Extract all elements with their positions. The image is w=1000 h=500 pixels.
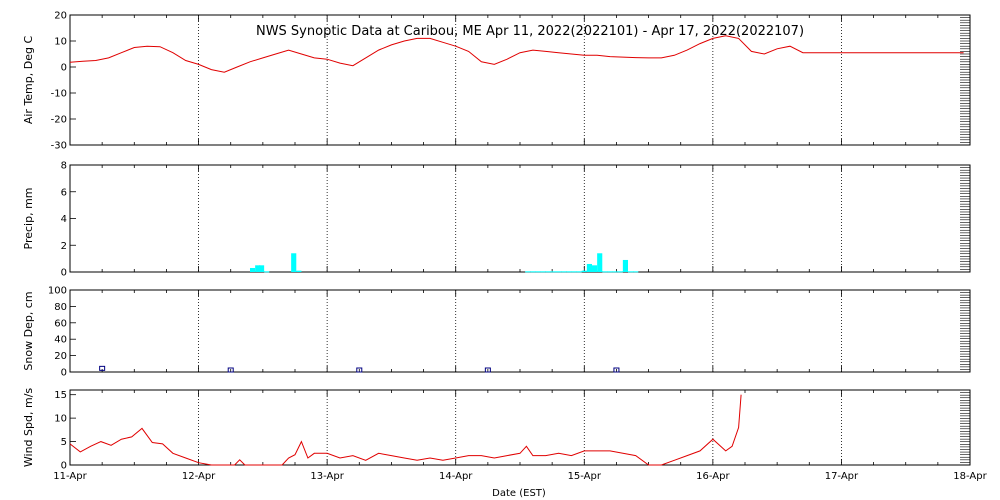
y-tick-label: 4 <box>61 214 67 225</box>
precip-bar <box>576 271 582 273</box>
x-tick-label: 14-Apr <box>439 471 473 482</box>
precip-bar <box>586 263 592 272</box>
y-tick-label: 0 <box>61 268 67 279</box>
y-tick-label: 10 <box>54 37 67 48</box>
panel-snow-depth <box>69 289 971 373</box>
precip-bar <box>561 271 567 273</box>
snow-depth-marker <box>99 365 106 371</box>
precip-bar <box>628 271 634 273</box>
precip-bar <box>556 271 562 273</box>
y-tick-label: -20 <box>51 115 67 126</box>
y-tick-label: -10 <box>51 89 67 100</box>
precip-bar <box>264 271 270 273</box>
y-tick-label: 100 <box>48 286 67 297</box>
snow-depth-marker <box>356 367 363 373</box>
x-tick-label: 18-Apr <box>953 471 987 482</box>
x-tick-label: 16-Apr <box>696 471 730 482</box>
series-line-wind-speed <box>69 394 742 466</box>
panel-precip <box>69 164 971 273</box>
precip-bar <box>607 271 613 273</box>
precip-bar <box>291 253 297 272</box>
snow-depth-marker <box>227 367 234 373</box>
x-tick-label: 11-Apr <box>53 471 87 482</box>
precip-bar <box>617 271 623 273</box>
precip-bar <box>602 271 608 273</box>
x-tick-label: 17-Apr <box>825 471 859 482</box>
y-tick-label: 15 <box>54 390 67 401</box>
x-tick-label: 15-Apr <box>568 471 602 482</box>
y-tick-label: -30 <box>51 141 67 152</box>
y-tick-label: 80 <box>54 302 67 313</box>
y-tick-label: 5 <box>61 437 67 448</box>
precip-bar <box>581 270 587 272</box>
y-axis-label-air-temp: Air Temp, Deg C <box>22 36 35 125</box>
y-tick-label: 40 <box>54 335 67 346</box>
precip-bar <box>571 271 577 273</box>
precip-bar <box>530 271 536 273</box>
panel-wind-speed <box>69 389 971 466</box>
y-tick-label: 0 <box>61 461 67 472</box>
precip-bar <box>592 265 598 272</box>
series-line-air-temp <box>69 35 964 73</box>
precip-bar <box>597 253 603 272</box>
x-tick-label: 12-Apr <box>182 471 216 482</box>
precip-bar <box>255 265 261 272</box>
panel-air-temp <box>69 14 971 146</box>
x-axis-label: Date (EST) <box>492 488 546 499</box>
y-tick-label: 10 <box>54 414 67 425</box>
precip-bar <box>250 267 256 272</box>
x-tick-label: 13-Apr <box>310 471 344 482</box>
y-tick-label: 20 <box>54 351 67 362</box>
precip-bar <box>550 271 556 273</box>
panel-frame <box>69 289 971 373</box>
precip-bar <box>622 259 628 272</box>
y-axis-label-snow-depth: Snow Dep, cm <box>22 291 35 370</box>
y-tick-label: 0 <box>61 368 67 379</box>
y-tick-label: 6 <box>61 187 67 198</box>
y-tick-label: 8 <box>61 161 67 172</box>
y-tick-label: 60 <box>54 318 67 329</box>
snow-depth-marker <box>613 367 620 373</box>
y-tick-label: 2 <box>61 241 67 252</box>
y-axis-label-wind-speed: Wind Spd, m/s <box>22 388 35 468</box>
precip-bar <box>633 271 639 273</box>
y-axis-label-precip: Precip, mm <box>22 188 35 250</box>
precip-bar <box>525 271 531 273</box>
precip-bar <box>540 271 546 273</box>
precip-bar <box>296 270 302 272</box>
y-tick-label: 20 <box>54 11 67 22</box>
precip-bar <box>535 271 541 273</box>
chart-title: NWS Synoptic Data at Caribou, ME Apr 11,… <box>256 24 804 39</box>
precip-bar <box>545 271 551 273</box>
y-tick-label: 0 <box>61 63 67 74</box>
panel-frame <box>69 164 971 273</box>
precip-bar <box>259 265 265 272</box>
precip-bar <box>612 271 618 273</box>
snow-depth-marker <box>484 367 491 373</box>
precip-bar <box>566 271 572 273</box>
